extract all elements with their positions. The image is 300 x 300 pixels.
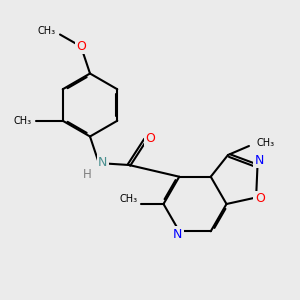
Text: CH₃: CH₃ <box>119 194 137 205</box>
Text: N: N <box>98 155 107 169</box>
Text: O: O <box>255 193 265 206</box>
Text: O: O <box>145 131 155 145</box>
Text: CH₃: CH₃ <box>38 26 56 37</box>
Text: CH₃: CH₃ <box>14 116 32 126</box>
Text: N: N <box>254 154 264 166</box>
Text: O: O <box>76 40 86 53</box>
Text: N: N <box>173 228 182 241</box>
Text: CH₃: CH₃ <box>256 138 274 148</box>
Text: H: H <box>83 167 92 181</box>
